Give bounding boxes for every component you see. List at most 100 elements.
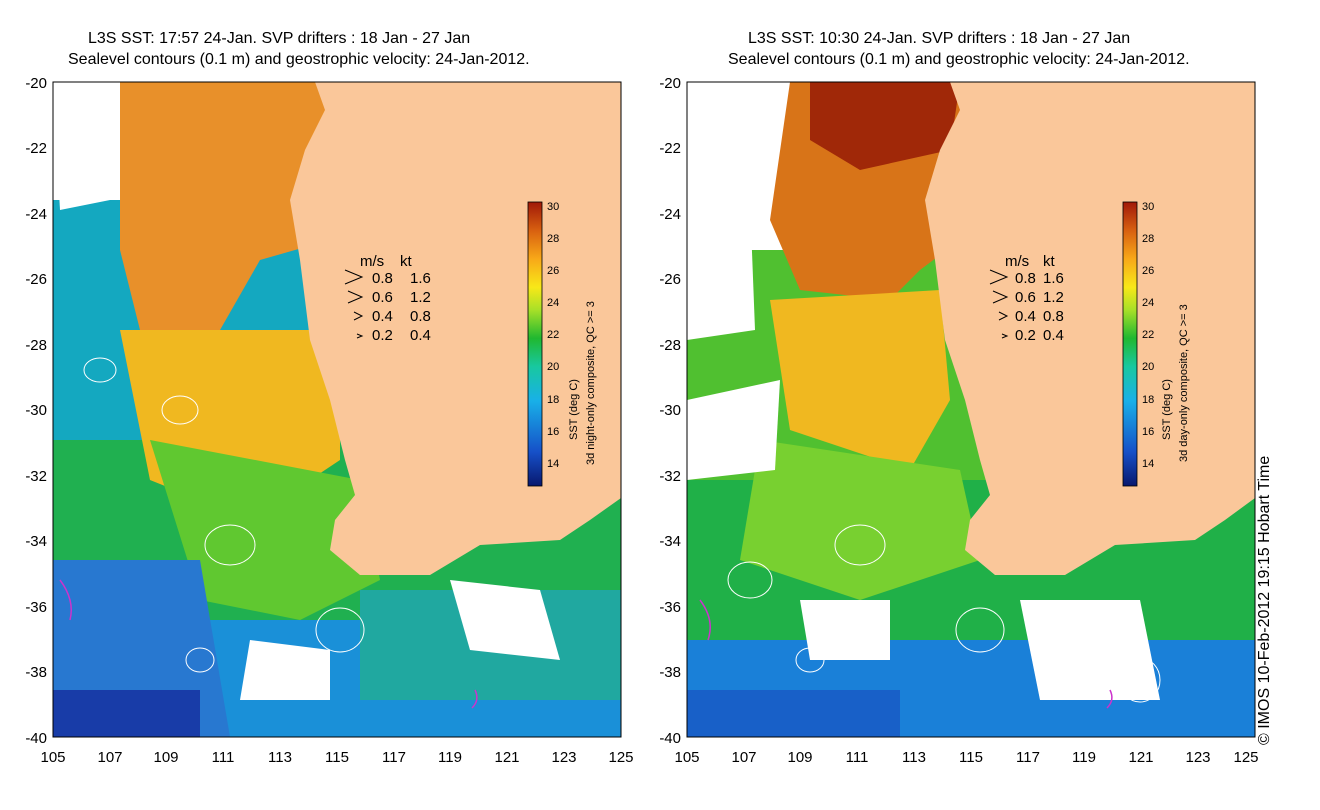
legend-arrow-icon <box>992 290 1009 304</box>
legend-unit-ms: m/s <box>360 253 384 270</box>
legend-kt: 1.2 <box>410 289 431 306</box>
y-tick-label: -28 <box>660 337 681 354</box>
y-tick-label: -40 <box>25 730 47 747</box>
colorbar-label: SST (deg C) <box>568 379 580 440</box>
colorbar-tick: 26 <box>1142 265 1154 277</box>
legend-kt: 0.4 <box>1043 327 1064 344</box>
colorbar-tick: 16 <box>1142 426 1154 438</box>
y-tick-label: -40 <box>660 730 681 747</box>
x-tick-label: 119 <box>1072 749 1096 766</box>
y-tick-label: -34 <box>25 533 47 550</box>
velocity-legend: m/s kt 0.8 1.6 0.6 1.2 0.4 0.8 0.2 0.4 <box>344 253 431 344</box>
colorbar-tick: 16 <box>547 426 559 438</box>
colorbar-tick: 22 <box>1142 329 1154 341</box>
y-tick-label: -20 <box>25 75 47 92</box>
x-axis: 105 107 109 111 113 115 117 119 121 123 … <box>40 749 633 766</box>
y-tick-label: -36 <box>25 599 47 616</box>
velocity-legend: m/s kt 0.8 1.6 0.6 1.2 0.4 0.8 0.2 0.4 <box>989 253 1064 344</box>
legend-arrow-icon <box>347 290 364 304</box>
x-tick-label: 125 <box>608 749 633 766</box>
legend-ms: 0.2 <box>1015 327 1036 344</box>
legend-arrow-icon <box>356 333 364 339</box>
legend-kt: 1.2 <box>1043 289 1064 306</box>
x-tick-label: 107 <box>731 749 756 766</box>
legend-unit-kt: kt <box>1043 253 1056 270</box>
colorbar-tick: 18 <box>547 394 559 406</box>
panel-title-line1: L3S SST: 17:57 24-Jan. SVP drifters : 18… <box>88 30 471 47</box>
x-tick-label: 109 <box>153 749 178 766</box>
y-tick-label: -32 <box>25 468 47 485</box>
x-tick-label: 105 <box>674 749 699 766</box>
composite-label: 3d day-only composite, QC >= 3 <box>1178 304 1190 462</box>
y-tick-label: -22 <box>660 140 681 157</box>
legend-kt: 0.8 <box>1043 308 1064 325</box>
y-axis: -20 -22 -24 -26 -28 -30 -32 -34 -36 -38 … <box>25 75 47 747</box>
x-tick-label: 109 <box>787 749 812 766</box>
x-axis: 105 107 109 111 113 115 117 119 121 123 … <box>674 749 1258 766</box>
x-tick-label: 117 <box>1016 749 1040 766</box>
colorbar-tick: 24 <box>547 297 559 309</box>
colorbar-tick: 20 <box>1142 361 1154 373</box>
x-tick-label: 125 <box>1233 749 1258 766</box>
x-tick-label: 113 <box>902 749 926 766</box>
y-tick-label: -34 <box>660 533 681 550</box>
panel-title-line2: Sealevel contours (0.1 m) and geostrophi… <box>68 51 530 68</box>
y-tick-label: -24 <box>660 206 681 223</box>
composite-label: 3d night-only composite, QC >= 3 <box>585 301 597 465</box>
colorbar-tick: 30 <box>1142 201 1154 213</box>
legend-unit-kt: kt <box>400 253 413 270</box>
y-tick-label: -36 <box>660 599 681 616</box>
legend-ms: 0.6 <box>1015 289 1036 306</box>
legend-ms: 0.8 <box>1015 270 1036 287</box>
x-tick-label: 123 <box>1185 749 1210 766</box>
legend-ms: 0.8 <box>372 270 393 287</box>
y-tick-label: -30 <box>25 402 47 419</box>
legend-kt: 0.8 <box>410 308 431 325</box>
colorbar-tick: 14 <box>1142 458 1154 470</box>
x-tick-label: 119 <box>438 749 462 766</box>
legend-kt: 1.6 <box>1043 270 1064 287</box>
x-tick-label: 113 <box>268 749 292 766</box>
colorbar-tick: 24 <box>1142 297 1154 309</box>
x-tick-label: 115 <box>325 749 349 766</box>
colorbar-tick: 30 <box>547 201 559 213</box>
colorbar: 30 28 26 24 22 20 18 16 14 SST (deg C) 3… <box>1122 201 1190 487</box>
y-tick-label: -24 <box>25 206 47 223</box>
panel-title-line2: Sealevel contours (0.1 m) and geostrophi… <box>728 51 1190 68</box>
y-tick-label: -30 <box>660 402 681 419</box>
colorbar: 30 28 26 24 22 20 18 16 14 SST (deg C) 3… <box>527 201 597 487</box>
legend-ms: 0.4 <box>372 308 393 325</box>
y-tick-label: -38 <box>660 664 681 681</box>
legend-arrow-icon <box>353 311 364 321</box>
y-tick-label: -32 <box>660 468 681 485</box>
colorbar-tick: 18 <box>1142 394 1154 406</box>
legend-arrow-icon <box>989 269 1009 285</box>
colorbar-tick: 28 <box>1142 233 1154 245</box>
map-panel-day: L3S SST: 10:30 24-Jan. SVP drifters : 18… <box>660 0 1320 810</box>
x-tick-label: 107 <box>97 749 122 766</box>
y-tick-label: -38 <box>25 664 47 681</box>
x-tick-label: 121 <box>1128 749 1153 766</box>
y-tick-label: -28 <box>25 337 47 354</box>
sst-field <box>687 82 1255 737</box>
y-tick-label: -26 <box>25 271 47 288</box>
sst-map: -20 -22 -24 -26 -28 -30 -32 -34 -36 -38 … <box>660 75 1259 766</box>
x-tick-label: 105 <box>40 749 65 766</box>
legend-kt: 1.6 <box>410 270 431 287</box>
x-tick-label: 111 <box>212 749 235 766</box>
map-panel-night: L3S SST: 17:57 24-Jan. SVP drifters : 18… <box>25 30 633 766</box>
legend-arrow-icon <box>344 269 364 285</box>
colorbar-tick: 26 <box>547 265 559 277</box>
legend-arrow-icon <box>998 311 1009 321</box>
colorbar-tick: 22 <box>547 329 559 341</box>
legend-unit-ms: m/s <box>1005 253 1029 270</box>
legend-ms: 0.4 <box>1015 308 1036 325</box>
y-axis: -20 -22 -24 -26 -28 -30 -32 -34 -36 -38 … <box>660 75 681 747</box>
colorbar-label: SST (deg C) <box>1161 379 1173 440</box>
legend-kt: 0.4 <box>410 327 431 344</box>
sst-field <box>53 82 621 737</box>
legend-ms: 0.6 <box>372 289 393 306</box>
y-tick-label: -22 <box>25 140 47 157</box>
panel-title-line1: L3S SST: 10:30 24-Jan. SVP drifters : 18… <box>748 30 1131 47</box>
y-tick-label: -20 <box>660 75 681 92</box>
